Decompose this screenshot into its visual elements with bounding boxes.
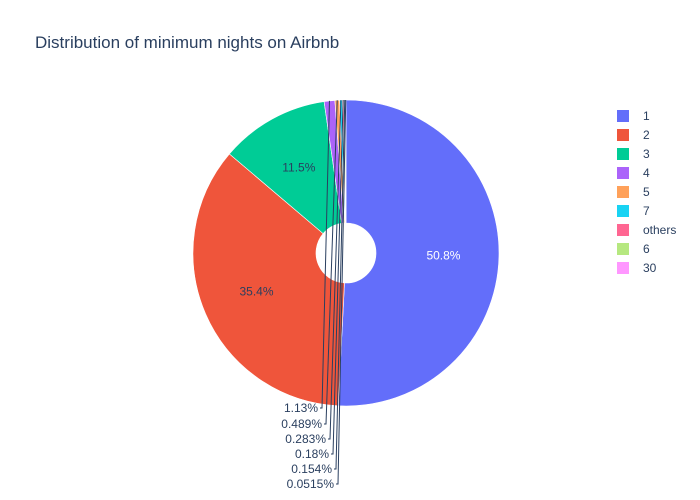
leader-line-30 <box>336 99 347 485</box>
legend-swatch <box>617 185 629 198</box>
slice-label-1: 50.8% <box>426 248 460 262</box>
legend-item-2[interactable]: 2 <box>617 125 697 144</box>
legend-swatch <box>617 166 629 179</box>
legend-swatch <box>617 223 629 236</box>
legend-label: 2 <box>643 127 650 142</box>
legend-label: 5 <box>643 184 650 199</box>
leader-line-6 <box>334 99 346 470</box>
slice-label-3: 11.5% <box>282 161 315 175</box>
legend-item-5[interactable]: 5 <box>617 182 697 201</box>
leader-line-others <box>331 100 344 455</box>
pie-slice-2[interactable] <box>192 153 345 407</box>
legend-item-6[interactable]: 6 <box>617 239 697 258</box>
legend-swatch <box>617 204 629 217</box>
slice-label-30: 0.0515% <box>287 477 335 491</box>
legend-item-7[interactable]: 7 <box>617 201 697 220</box>
pie-labels: 50.8% 35.4% 11.5% 1.13% 0.489%0.283%0.18%0.1… <box>239 99 461 491</box>
legend-swatch <box>617 128 629 141</box>
legend-label: 3 <box>643 146 650 161</box>
legend-swatch <box>617 147 629 160</box>
legend-label: 7 <box>643 203 650 218</box>
legend-swatch <box>617 242 629 255</box>
legend-swatch <box>617 109 629 122</box>
slice-label-2: 35.4% <box>239 285 273 299</box>
pie-slice-3[interactable] <box>228 101 343 234</box>
slice-label-others: 0.18% <box>295 447 329 461</box>
legend-label: 1 <box>643 108 650 123</box>
slice-label-5: 0.489% <box>281 417 322 431</box>
legend-item-others[interactable]: others <box>617 220 697 239</box>
leader-line-4 <box>320 100 330 409</box>
legend-item-3[interactable]: 3 <box>617 144 697 163</box>
legend-swatch <box>617 261 629 274</box>
slice-label-6: 0.154% <box>291 462 332 476</box>
legend-item-30[interactable]: 30 <box>617 258 697 277</box>
slice-label-4: 1.13% <box>284 401 318 415</box>
pie-slice-1[interactable] <box>337 99 500 407</box>
legend-label: 4 <box>643 165 650 180</box>
legend-item-1[interactable]: 1 <box>617 106 697 125</box>
legend-label: 30 <box>643 260 657 275</box>
slice-label-7: 0.283% <box>285 432 326 446</box>
legend-item-4[interactable]: 4 <box>617 163 697 182</box>
leader-line-5 <box>324 100 338 425</box>
leader-line-7 <box>328 100 342 440</box>
legend-label: others <box>643 222 677 237</box>
chart-title: Distribution of minimum nights on Airbnb <box>35 33 340 52</box>
legend-label: 6 <box>643 241 650 256</box>
legend: 1 2 3 4 5 7 others 6 30 <box>617 106 697 277</box>
